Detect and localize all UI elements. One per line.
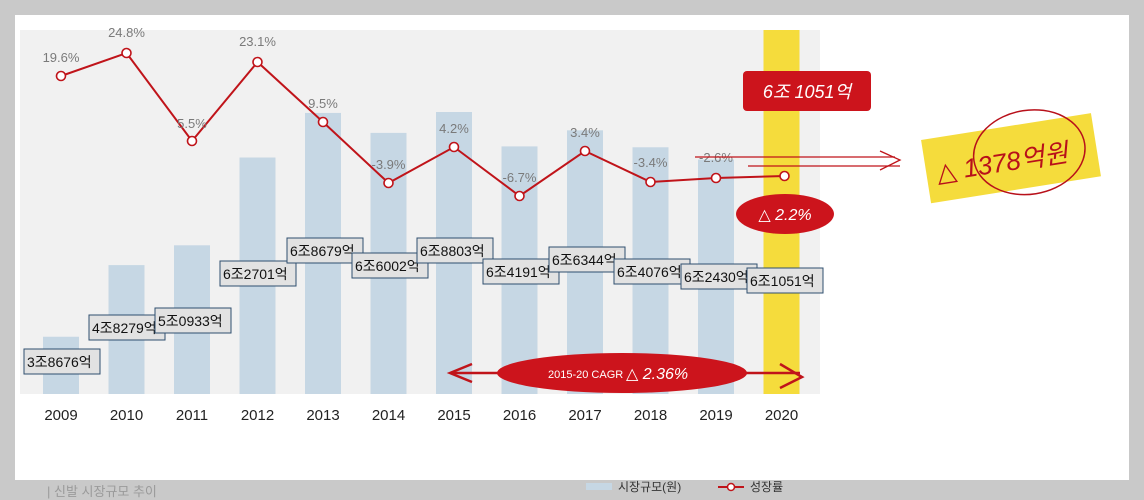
bar-label-2020: 6조1051억 — [746, 267, 824, 294]
bar-label-text: 6조2701억 — [223, 266, 288, 282]
bar-label-2013: 6조8679억 — [286, 237, 364, 264]
legend-line-label: 성장률 — [750, 480, 784, 494]
bar-label-text: 6조8679억 — [290, 243, 355, 259]
x-tick-2010: 2010 — [110, 407, 143, 424]
growth-point-2014 — [383, 177, 394, 189]
bar-label-box — [680, 263, 758, 290]
x-tick-2019: 2019 — [699, 407, 732, 424]
growth-point-2018 — [645, 176, 656, 188]
annotation-decline: △ 1378억원 — [921, 109, 1101, 204]
bar-label-2014: 6조6002억 — [351, 252, 429, 279]
bar-label-text: 6조4191억 — [486, 264, 551, 280]
bar-label-box — [286, 237, 364, 264]
x-tick-2016: 2016 — [503, 407, 536, 424]
x-tick-2017: 2017 — [568, 407, 601, 424]
growth-point-2013 — [317, 116, 329, 128]
annotation-cagr: 2015-20 CAGR △ 2.36% — [446, 353, 805, 393]
annotation-growth-text: △ 2.2% — [758, 207, 811, 224]
annotation-decline-box — [921, 113, 1101, 204]
growth-point-2016 — [514, 190, 525, 202]
growth-label-2012: 23.1% — [239, 34, 276, 49]
growth-label-2014: -3.9% — [372, 157, 406, 172]
x-tick-2015: 2015 — [437, 407, 470, 424]
x-tick-2014: 2014 — [372, 407, 405, 424]
bar-label-2018: 6조4076억 — [613, 258, 691, 285]
growth-label-2010: 24.8% — [108, 25, 145, 40]
growth-point-2011 — [186, 135, 198, 147]
cagr-arrow-right — [779, 362, 805, 390]
decline-circle — [972, 109, 1086, 196]
chart-caption: | 신발 시장규모 추이 — [47, 484, 157, 499]
bar-label-2011: 5조0933억 — [154, 307, 232, 334]
bar-label-text: 6조1051억 — [750, 273, 815, 289]
bar-label-text: 6조6344억 — [552, 252, 617, 268]
bar-label-2015: 6조8803억 — [416, 237, 494, 264]
bar-label-2012: 6조2701억 — [219, 260, 297, 287]
legend-bar-swatch — [586, 483, 612, 490]
x-tick-2018: 2018 — [634, 407, 667, 424]
bar-label-box — [23, 348, 101, 375]
growth-point-2012 — [252, 56, 263, 68]
growth-line — [60, 51, 785, 198]
x-tick-2009: 2009 — [44, 407, 77, 424]
bar-label-2009: 3조8676억 — [23, 348, 101, 375]
bar-label-box — [548, 246, 626, 273]
bar-label-2019: 6조2430억 — [680, 263, 758, 290]
x-tick-2012: 2012 — [241, 407, 274, 424]
legend-line-swatch — [718, 482, 744, 491]
annotation-top-value-box — [743, 71, 871, 111]
legend-bar-item: 시장규모(원) — [586, 478, 681, 495]
growth-label-2016: -6.7% — [503, 170, 537, 185]
growth-label-2009: 19.6% — [43, 50, 80, 65]
market-size-chart: 2009 2010 2011 2012 2013 2014 2015 2016 2017 2018… — [20, 25, 1101, 424]
annotation-top-value: 6조 1051억 — [743, 71, 871, 111]
growth-point-2009 — [55, 70, 67, 82]
growth-point-2020 — [779, 170, 790, 182]
x-tick-2011: 2011 — [176, 407, 208, 424]
cagr-arrow-left — [446, 362, 473, 384]
x-tick-2020: 2020 — [765, 407, 798, 424]
annotation-top-value-text: 6조 1051억 — [763, 82, 854, 102]
growth-point-2017 — [579, 145, 591, 157]
bar-label-box — [351, 252, 429, 279]
legend-bar-label: 시장규모(원) — [618, 480, 682, 494]
growth-point-2015 — [448, 141, 460, 153]
chart-card: 2009 2010 2011 2012 2013 2014 2015 2016 2017 2018… — [15, 15, 1129, 499]
bar-label-text: 6조4076억 — [617, 264, 682, 280]
bar-label-2016: 6조4191억 — [482, 258, 560, 285]
annotation-growth-ellipse — [736, 194, 834, 234]
cagr-ellipse — [497, 353, 747, 393]
bar-label-box — [613, 258, 691, 285]
bar-label-text: 6조2430억 — [684, 269, 749, 285]
growth-label-2015: 4.2% — [439, 121, 469, 136]
bar-label-text: 6조6002억 — [355, 258, 420, 274]
growth-label-2018: -3.4% — [634, 155, 668, 170]
bar-label-box — [416, 237, 494, 264]
growth-label-2013: 9.5% — [308, 96, 338, 111]
bar-label-box — [219, 260, 297, 287]
growth-point-2010 — [121, 47, 132, 59]
bar-label-box — [154, 307, 232, 334]
legend-line-item: 성장률 — [718, 478, 783, 495]
growth-point-2019 — [710, 172, 722, 184]
bar-label-box — [746, 267, 824, 294]
bar-label-2017: 6조6344억 — [548, 246, 626, 273]
bar-label-2010: 4조8279억 — [88, 314, 166, 341]
annotation-growth-2020: △ 2.2% — [736, 194, 834, 234]
bar-label-box — [482, 258, 560, 285]
bar-label-text: 3조8676억 — [27, 354, 92, 370]
decline-arrow-head — [879, 150, 902, 171]
bar-label-text: 5조0933억 — [158, 313, 223, 329]
growth-label-2011: 5.5% — [177, 116, 207, 131]
cagr-label: 2015-20 CAGR — [548, 369, 623, 381]
bar-label-text: 4조8279억 — [92, 320, 157, 336]
bar-label-text: 6조8803억 — [420, 243, 485, 259]
cagr-value: △ 2.36% — [626, 366, 688, 383]
growth-label-2017: 3.4% — [570, 125, 600, 140]
x-tick-2013: 2013 — [306, 407, 339, 424]
